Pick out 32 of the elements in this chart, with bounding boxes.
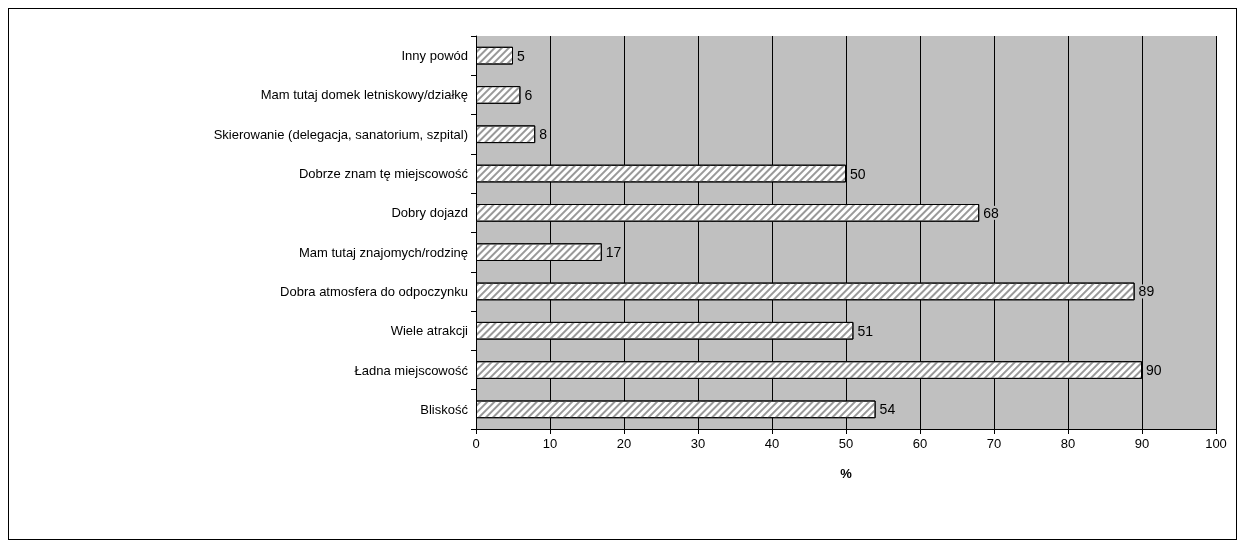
y-tick-label: Skierowanie (delegacja, sanatorium, szpital) xyxy=(213,126,468,142)
x-tick-label: 0 xyxy=(472,436,480,451)
x-tick-label: 50 xyxy=(838,436,854,451)
x-tick-label: 100 xyxy=(1205,436,1227,451)
data-label: 68 xyxy=(983,204,999,221)
y-tick-label: Dobry dojazd xyxy=(391,205,468,221)
data-label: 90 xyxy=(1146,362,1162,379)
data-label: 5 xyxy=(517,47,525,64)
y-tick-label: Dobra atmosfera do odpoczynku xyxy=(280,283,468,299)
y-tick-label: Mam tutaj domek letniskowy/działkę xyxy=(260,87,468,103)
data-label: 6 xyxy=(524,86,533,103)
x-tick-label: 90 xyxy=(1134,436,1150,451)
y-tick-label: Mam tutaj znajomych/rodzinę xyxy=(298,244,468,260)
x-tick-label: 30 xyxy=(690,436,706,451)
y-tick-label: Dobrze znam tę miejscowość xyxy=(298,166,469,182)
x-axis-title: % xyxy=(840,466,853,481)
data-label: 51 xyxy=(857,322,874,339)
data-label: 50 xyxy=(850,165,866,182)
x-tick-label: 60 xyxy=(912,436,928,451)
data-label: 17 xyxy=(605,244,622,261)
y-tick-label: Bliskość xyxy=(420,401,469,417)
y-tick-label: Wiele atrakcji xyxy=(390,323,469,339)
data-label: 54 xyxy=(879,401,896,418)
x-tick-label: 80 xyxy=(1060,436,1076,451)
y-tick-label: Ładna miejscowość xyxy=(354,362,469,378)
data-label: 8 xyxy=(539,126,548,143)
data-label: 89 xyxy=(1138,283,1155,300)
x-tick-label: 40 xyxy=(764,436,780,451)
x-tick-label: 10 xyxy=(542,436,558,451)
y-tick-label: Inny powód xyxy=(401,48,468,64)
x-tick-label: 70 xyxy=(986,436,1002,451)
x-tick-label: 20 xyxy=(616,436,632,451)
